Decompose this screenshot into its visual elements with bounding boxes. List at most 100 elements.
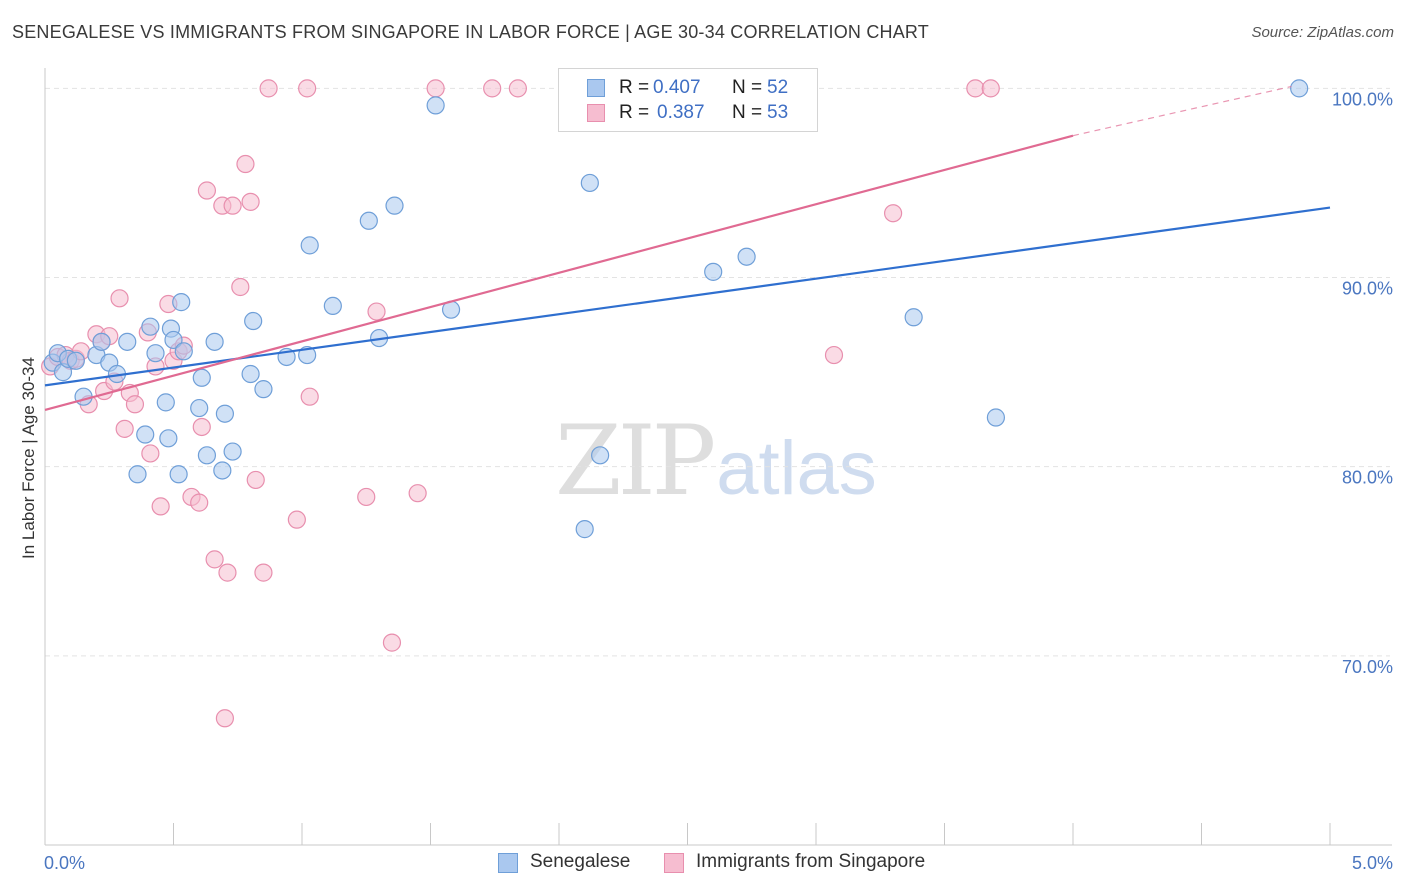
singapore-point [508, 79, 527, 98]
senegalese-point [164, 330, 183, 350]
y-tick-label: 90.0% [1342, 279, 1393, 299]
singapore-point [408, 484, 427, 503]
singapore-point [382, 633, 402, 652]
y-tick-label: 80.0% [1342, 468, 1393, 488]
chart-title: SENEGALESE VS IMMIGRANTS FROM SINGAPORE … [12, 22, 929, 42]
singapore-point [241, 192, 260, 211]
singapore-legend-label: Immigrants from Singapore [696, 851, 926, 872]
watermark: ZIPatlas [555, 405, 877, 517]
senegalese-point [192, 368, 211, 387]
watermark-atlas: atlas [716, 426, 877, 511]
grid-lines [45, 87, 1390, 657]
senegalese-point [128, 465, 147, 484]
n-label: N = [732, 77, 763, 98]
singapore-point [151, 497, 170, 516]
singapore-point [218, 563, 237, 582]
singapore-point [981, 79, 1000, 98]
senegalese-point [190, 398, 209, 418]
singapore-point [883, 204, 903, 223]
senegalese-point [74, 387, 93, 406]
singapore-point [190, 493, 209, 512]
singapore-point [287, 510, 306, 529]
singapore-point [110, 289, 129, 308]
r-value: 0.387 [657, 102, 705, 123]
senegalese-point [197, 446, 217, 465]
senegalese-point [241, 364, 260, 384]
trend-lines [44, 85, 1331, 412]
x-tick-label: 5.0% [1352, 853, 1393, 873]
singapore-point [125, 395, 145, 414]
y-tick-label: 70.0% [1342, 657, 1393, 677]
watermark-zip: ZIP [555, 405, 716, 517]
singapore-point [115, 419, 134, 438]
senegalese-point [575, 520, 594, 539]
singapore-point [246, 470, 265, 490]
r-label: R = [619, 77, 650, 98]
singapore-trend-extension [1072, 85, 1292, 137]
singapore-point [824, 345, 844, 365]
axes [44, 68, 1392, 846]
senegalese-point [359, 211, 378, 230]
singapore-legend-swatch [664, 853, 684, 873]
singapore-point [215, 709, 234, 728]
senegalese-point [172, 293, 191, 312]
senegalese-point [323, 296, 342, 316]
senegalese-point [213, 461, 232, 480]
senegalese-point [223, 442, 242, 461]
y-tick-label: 100.0% [1332, 89, 1393, 109]
senegalese-point [426, 96, 445, 115]
senegalese-swatch [587, 79, 605, 97]
singapore-point [367, 302, 386, 321]
singapore-point [254, 563, 273, 582]
senegalese-point [244, 311, 263, 331]
singapore-point [259, 79, 278, 98]
singapore-point [357, 487, 376, 507]
senegalese-point [591, 446, 610, 465]
singapore-point [426, 79, 445, 98]
y-axis-title: In Labor Force | Age 30-34 [19, 357, 38, 559]
singapore-point [192, 417, 211, 437]
senegalese-point [66, 351, 85, 370]
senegalese-point [385, 196, 404, 215]
senegalese-legend-label: Senegalese [530, 851, 631, 872]
singapore-point [197, 181, 217, 200]
n-value: 53 [767, 102, 789, 123]
r-label: R = [619, 102, 650, 123]
correlation-legend: R = 0.407 N = 52 R = 0.387 N = 53 [558, 68, 818, 132]
senegalese-point [118, 332, 137, 351]
singapore-points [41, 79, 1000, 728]
senegalese-point [205, 332, 224, 351]
singapore-point [483, 79, 502, 98]
r-value: 0.407 [653, 77, 701, 98]
x-tick-label: 0.0% [44, 853, 85, 873]
n-value: 52 [767, 77, 789, 98]
senegalese-point [141, 317, 160, 336]
senegalese-point [156, 393, 175, 412]
senegalese-point [737, 247, 756, 266]
singapore-point [966, 79, 985, 98]
singapore-point [298, 79, 317, 98]
senegalese-point [1290, 79, 1309, 98]
senegalese-point [300, 236, 319, 255]
singapore-point [141, 444, 160, 463]
senegalese-trend-line [44, 206, 1331, 387]
n-label: N = [732, 102, 763, 123]
senegalese-point [174, 342, 193, 361]
senegalese-point [159, 429, 178, 448]
singapore-swatch [587, 104, 605, 122]
senegalese-point [986, 408, 1006, 427]
senegalese-point [215, 404, 234, 423]
senegalese-point [904, 308, 923, 327]
source-credit: Source: ZipAtlas.com [1251, 24, 1394, 41]
singapore-point [236, 154, 255, 174]
singapore-point [223, 196, 242, 215]
singapore-point [231, 277, 250, 297]
axis-labels: 70.0% 80.0% 90.0% 100.0% 0.0% 5.0% In Labor Fo… [19, 89, 1393, 873]
senegalese-point [254, 380, 273, 399]
senegalese-point [146, 344, 165, 363]
senegalese-point [580, 173, 599, 193]
senegalese-point [169, 465, 188, 484]
senegalese-point [136, 425, 155, 444]
senegalese-points [43, 79, 1309, 539]
